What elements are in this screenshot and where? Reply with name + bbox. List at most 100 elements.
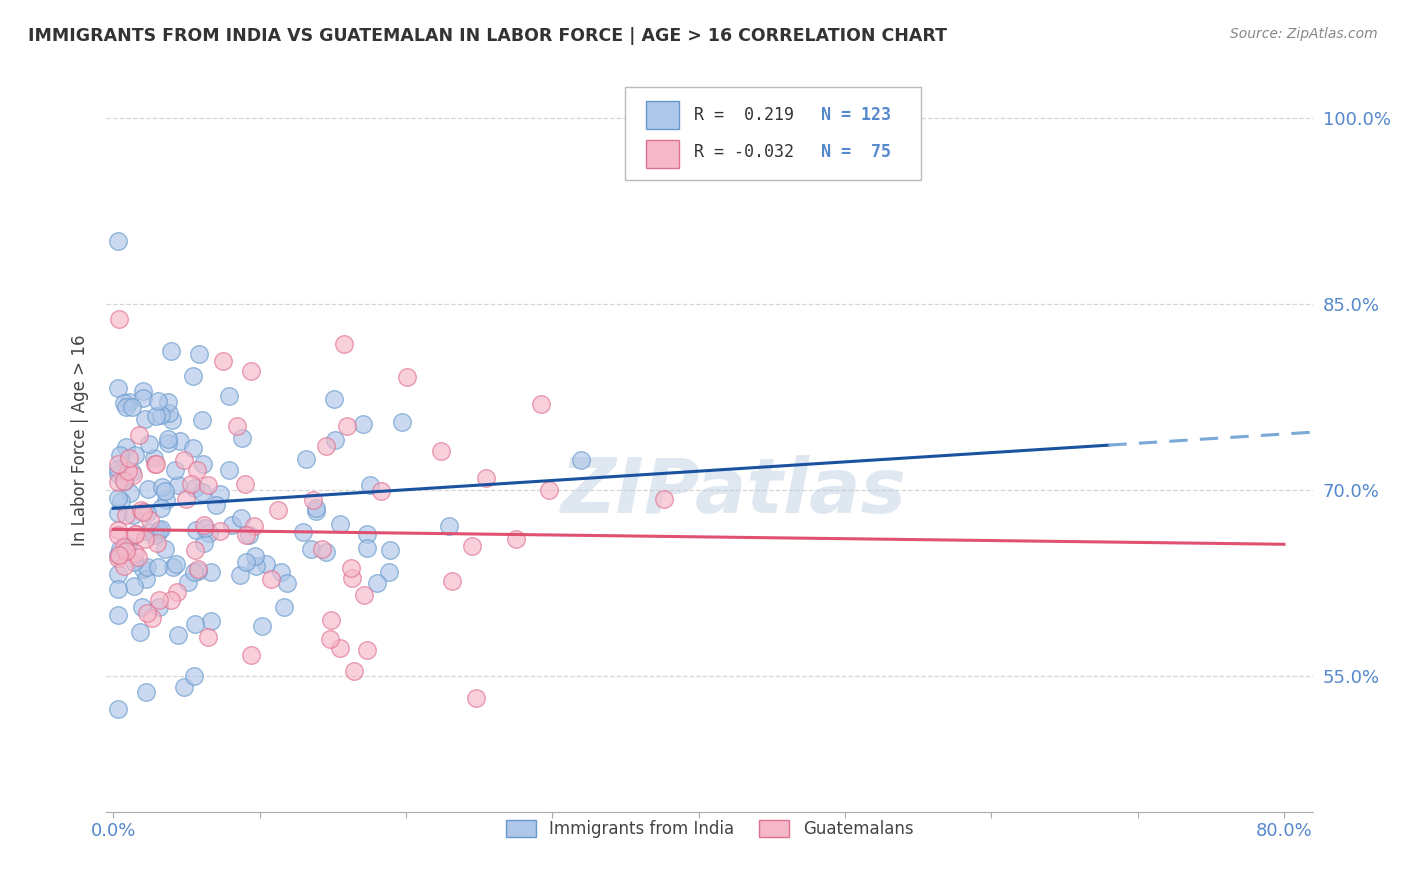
Point [136, 506, 159, 520]
Point [186, 463, 208, 477]
Point [124, 449, 146, 463]
Point [136, 483, 159, 497]
Point [654, 491, 676, 506]
Point [273, 599, 295, 614]
Point [299, 541, 322, 556]
Point [270, 566, 292, 580]
Point [117, 464, 139, 478]
Point [149, 523, 172, 537]
FancyBboxPatch shape [626, 87, 921, 180]
Point [134, 532, 156, 546]
Point [333, 337, 356, 351]
Point [131, 505, 153, 519]
Point [356, 541, 378, 555]
Point [107, 506, 129, 520]
Point [366, 575, 388, 590]
Point [193, 518, 215, 533]
Point [226, 418, 249, 433]
Point [569, 453, 592, 467]
Point [231, 511, 253, 525]
Point [461, 539, 484, 553]
Point [193, 457, 215, 471]
Point [107, 462, 129, 476]
Point [159, 344, 181, 359]
Point [108, 541, 131, 556]
Point [356, 643, 378, 657]
Point [329, 516, 352, 531]
Point [148, 599, 170, 614]
Point [218, 463, 240, 477]
Point [242, 519, 264, 533]
Point [305, 504, 328, 518]
Point [146, 536, 169, 550]
Point [177, 575, 200, 590]
Text: IMMIGRANTS FROM INDIA VS GUATEMALAN IN LABOR FORCE | AGE > 16 CORRELATION CHART: IMMIGRANTS FROM INDIA VS GUATEMALAN IN L… [28, 27, 948, 45]
Point [153, 541, 176, 556]
Point [359, 478, 381, 492]
Point [191, 413, 214, 427]
Point [107, 528, 129, 542]
Point [107, 548, 129, 562]
Point [131, 562, 153, 576]
Point [391, 415, 413, 429]
Point [430, 444, 453, 458]
Point [475, 471, 498, 485]
Point [183, 566, 205, 580]
Point [145, 409, 167, 423]
Point [245, 559, 267, 574]
Point [295, 451, 318, 466]
Point [193, 536, 215, 550]
Point [108, 548, 131, 562]
Point [378, 565, 401, 579]
Text: N =  75: N = 75 [821, 144, 890, 161]
Point [107, 582, 129, 597]
Point [194, 521, 217, 535]
Point [200, 614, 222, 628]
Point [115, 400, 138, 414]
Text: ZIPatlas: ZIPatlas [561, 455, 907, 529]
Point [122, 555, 145, 569]
Point [239, 648, 262, 663]
Point [356, 526, 378, 541]
Point [311, 542, 333, 557]
Point [138, 437, 160, 451]
Point [117, 395, 139, 409]
Point [340, 561, 363, 575]
Point [135, 572, 157, 586]
Point [149, 501, 172, 516]
Bar [645, 101, 679, 129]
Point [132, 384, 155, 398]
Point [128, 428, 150, 442]
Point [157, 436, 180, 450]
Point [122, 579, 145, 593]
Point [131, 599, 153, 614]
Point [204, 498, 226, 512]
Point [437, 519, 460, 533]
Point [209, 524, 232, 538]
Point [235, 528, 257, 542]
Point [530, 397, 553, 411]
Point [183, 669, 205, 683]
Point [441, 574, 464, 588]
Point [156, 432, 179, 446]
Point [212, 354, 235, 368]
Point [115, 440, 138, 454]
Point [121, 465, 143, 479]
Point [250, 619, 273, 633]
Point [165, 463, 187, 477]
Point [112, 475, 135, 489]
Text: Source: ZipAtlas.com: Source: ZipAtlas.com [1230, 27, 1378, 41]
Point [221, 518, 243, 533]
Point [370, 483, 392, 498]
Point [135, 684, 157, 698]
Point [135, 607, 157, 621]
Point [243, 549, 266, 563]
Point [200, 565, 222, 579]
Point [134, 412, 156, 426]
Text: N = 123: N = 123 [821, 106, 890, 124]
Text: R =  0.219: R = 0.219 [695, 106, 794, 124]
Point [122, 508, 145, 523]
Point [162, 560, 184, 574]
Point [315, 545, 337, 559]
Point [129, 503, 152, 517]
